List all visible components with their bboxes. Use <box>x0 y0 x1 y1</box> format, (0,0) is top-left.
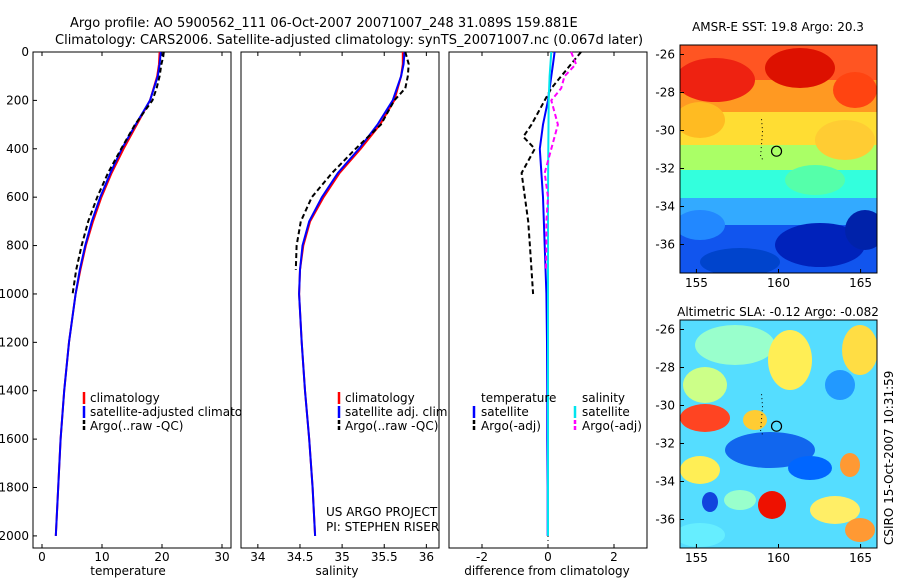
map-x-tick-label: 165 <box>849 551 872 565</box>
y-tick-label: 1600 <box>0 432 29 446</box>
map-y-tick-label: -26 <box>655 48 675 62</box>
map-x-tick-label: 155 <box>685 551 708 565</box>
y-tick-label: 1400 <box>0 384 29 398</box>
sla-map-field <box>680 320 877 548</box>
temperature-x-ticks: 0 10 20 30 <box>38 52 230 564</box>
series-line-salinity-argo-adj <box>543 51 578 270</box>
salinity-xlabel: salinity <box>315 564 358 578</box>
argo-location-circle <box>770 420 783 432</box>
argo-track <box>760 119 765 162</box>
sla-map-title: Altimetric SLA: -0.12 Argo: -0.082 <box>677 305 879 319</box>
legend-label-temperature-satellite: satellite <box>481 405 529 419</box>
y-tick-label: 1200 <box>0 335 29 349</box>
argo-track <box>760 394 765 437</box>
salinity-axes-frame <box>240 51 440 549</box>
map-y-tick-label: -30 <box>655 399 675 413</box>
legend-label-climatology: climatology <box>90 391 160 405</box>
temperature-panel: 0 10 20 30 0 200 400 600 800 1000 1200 1400 1600 180… <box>0 45 268 578</box>
map-y-tick-label: -30 <box>655 124 675 138</box>
depth-y-ticks: 0 200 400 600 800 1000 1200 1400 1600 1800 2000 <box>0 45 37 543</box>
legend-label-satellite-adjusted: satellite-adjusted climatology <box>90 405 268 419</box>
sst-profile-marker <box>760 119 783 162</box>
y-tick-label: 1800 <box>0 481 29 495</box>
difference-panel: -2 0 2 difference from climatology tempera… <box>448 51 648 578</box>
x-tick-label: 35 <box>334 550 349 564</box>
salinity-legend: climatology satellite adj. clim. Argo(..… <box>337 391 451 433</box>
x-tick-label: 34 <box>250 550 265 564</box>
map-y-tick-label: -28 <box>655 86 675 100</box>
temperature-legend: climatology satellite-adjusted climatolo… <box>82 391 268 433</box>
map-y-tick-label: -34 <box>655 200 675 214</box>
map-y-tick-label: -26 <box>655 323 675 337</box>
x-tick-label: 36 <box>419 550 434 564</box>
map-y-tick-label: -34 <box>655 475 675 489</box>
x-tick-label: 35.5 <box>371 550 398 564</box>
x-tick-label: 0 <box>544 550 552 564</box>
map-x-tick-label: 165 <box>849 276 872 290</box>
series-line-argo-raw-qc <box>294 51 410 270</box>
map-y-tick-label: -36 <box>655 238 675 252</box>
map-x-tick-label: 160 <box>767 276 790 290</box>
difference-xlabel: difference from climatology <box>464 564 630 578</box>
sla-map-ticks: 155 160 165 -26 -28 -30 -32 -34 -36 <box>655 323 872 566</box>
x-tick-label: -2 <box>476 550 488 564</box>
series-line-argo-raw-qc <box>71 51 165 295</box>
temperature-series-group <box>54 51 165 536</box>
map-y-tick-label: -36 <box>655 513 675 527</box>
series-line-satellite-adjusted-climatology <box>54 51 162 536</box>
y-tick-label: 2000 <box>0 529 29 543</box>
series-line-salinity-satellite <box>547 51 553 536</box>
legend-label-argo: Argo(..raw -QC) <box>345 419 438 433</box>
map-y-tick-label: -32 <box>655 437 675 451</box>
temperature-axes-frame <box>32 51 232 549</box>
x-tick-label: 34.5 <box>287 550 314 564</box>
sla-map-panel: Altimetric SLA: -0.12 Argo: -0.082 155 16… <box>655 305 879 565</box>
x-tick-label: 10 <box>94 550 109 564</box>
difference-series-group <box>520 51 582 536</box>
legend-label-argo: Argo(..raw -QC) <box>90 419 183 433</box>
figure-title-line2: Climatology: CARS2006. Satellite-adjuste… <box>55 33 643 48</box>
difference-x-ticks: -2 0 2 <box>476 52 618 564</box>
footer-pi: PI: STEPHEN RISER <box>326 520 439 534</box>
x-tick-label: 2 <box>610 550 618 564</box>
map-x-tick-label: 155 <box>685 276 708 290</box>
legend-label-temperature-argo: Argo(-adj) <box>481 419 541 433</box>
map-x-tick-label: 160 <box>767 551 790 565</box>
sla-profile-marker <box>760 394 783 437</box>
side-timestamp: CSIRO 15-Oct-2007 10:31:59 <box>882 371 896 545</box>
salinity-panel: 34 34.5 35 35.5 36 salinity climatology sate… <box>240 51 451 578</box>
figure-title-line1: Argo profile: AO 5900562_111 06-Oct-2007… <box>70 16 578 31</box>
y-tick-label: 400 <box>6 142 29 156</box>
legend-header-salinity: salinity <box>582 391 625 405</box>
legend-label-climatology: climatology <box>345 391 415 405</box>
legend-label-satellite-adj: satellite adj. clim. <box>345 405 451 419</box>
x-tick-label: 0 <box>38 550 46 564</box>
series-line-satellite-adj-clim <box>298 51 406 536</box>
legend-label-salinity-argo: Argo(-adj) <box>582 419 642 433</box>
map-y-tick-label: -32 <box>655 162 675 176</box>
legend-header-temperature: temperature <box>481 391 556 405</box>
y-tick-label: 1000 <box>0 287 29 301</box>
y-tick-label: 200 <box>6 93 29 107</box>
sst-map-field <box>680 45 877 273</box>
x-tick-label: 30 <box>214 550 229 564</box>
legend-label-salinity-satellite: satellite <box>582 405 630 419</box>
series-line-temperature-argo-adj <box>520 51 582 295</box>
salinity-x-ticks: 34 34.5 35 35.5 36 <box>250 52 434 564</box>
footer-project: US ARGO PROJECT <box>326 505 438 519</box>
y-tick-label: 0 <box>21 45 29 59</box>
y-tick-label: 800 <box>6 239 29 253</box>
difference-legend: temperature satellite Argo(-adj) salinit… <box>472 391 642 433</box>
salinity-series-group <box>294 51 410 536</box>
sst-map-panel: AMSR-E SST: 19.8 Argo: 20.3 155 160 165 -26… <box>655 20 878 291</box>
temperature-xlabel: temperature <box>90 564 165 578</box>
y-tick-label: 600 <box>6 190 29 204</box>
map-y-tick-label: -28 <box>655 361 675 375</box>
x-tick-label: 20 <box>154 550 169 564</box>
sst-map-ticks: 155 160 165 -26 -28 -30 -32 -34 -36 <box>655 48 872 291</box>
argo-location-circle <box>770 145 783 157</box>
sst-map-title: AMSR-E SST: 19.8 Argo: 20.3 <box>692 20 864 34</box>
